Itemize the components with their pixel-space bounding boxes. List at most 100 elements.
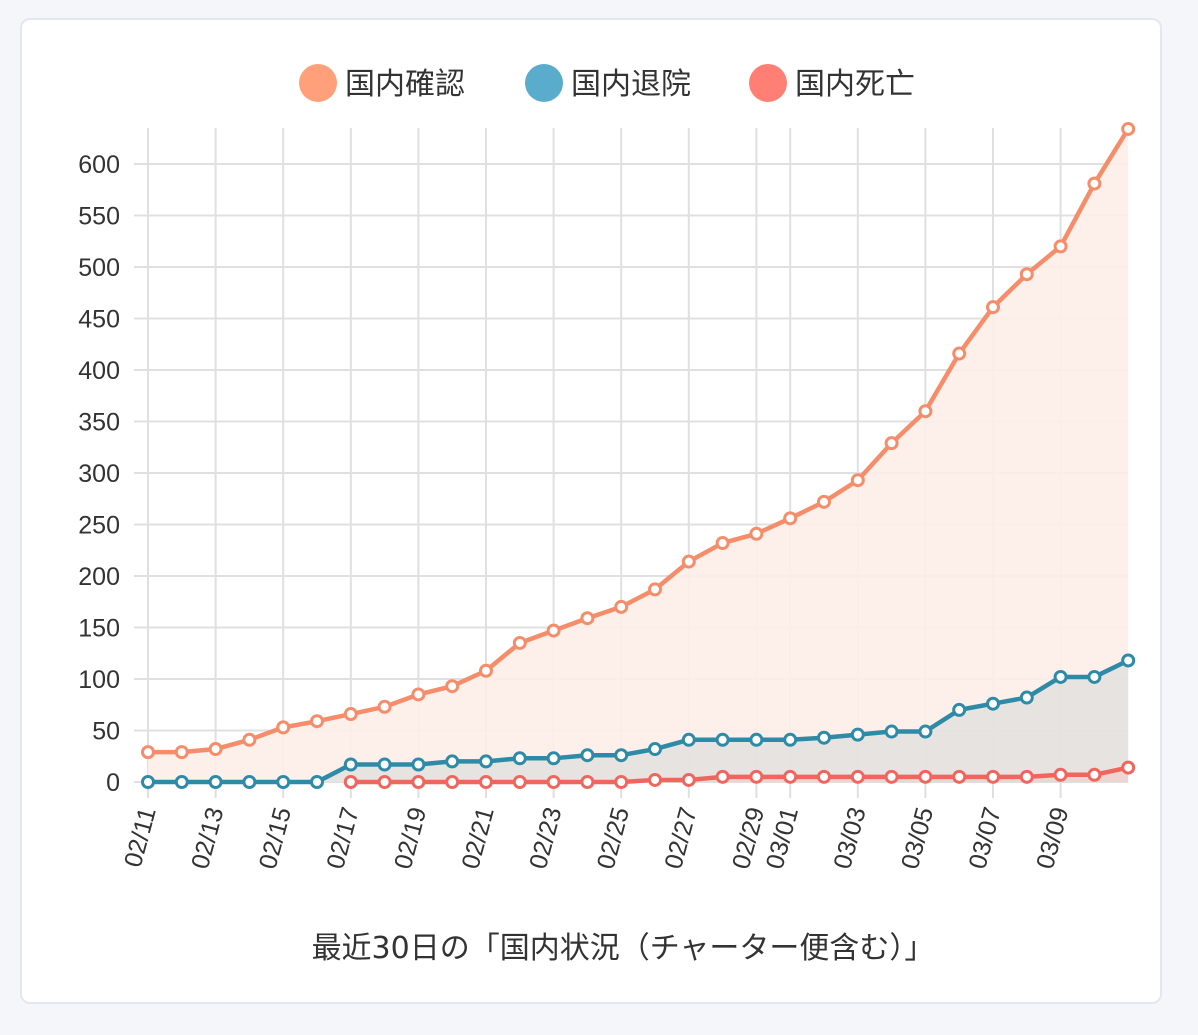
data-point <box>986 769 1000 784</box>
data-point <box>850 473 865 488</box>
y-tick-label: 200 <box>78 563 120 591</box>
data-point <box>546 751 561 766</box>
data-point <box>614 599 629 614</box>
data-point <box>445 679 460 694</box>
x-tick-label: 02/11 <box>119 804 162 870</box>
data-point <box>884 436 899 451</box>
data-point <box>715 732 730 747</box>
data-point <box>479 775 493 789</box>
line-chart: 0 50 100 150 200 250 300 350 400 450 500 550 600 02/1… <box>78 64 1136 966</box>
x-axis-label: 最近30日の「国内状況（チャーター便含む）」 <box>312 931 935 966</box>
data-point <box>343 707 358 722</box>
data-point <box>411 687 426 702</box>
data-point <box>1019 267 1034 282</box>
legend-item[interactable]: 国内死亡 <box>749 64 915 102</box>
legend-label: 国内死亡 <box>795 67 915 102</box>
x-tick-label: 02/27 <box>659 804 702 872</box>
data-point <box>884 769 899 784</box>
series-area <box>148 660 1129 782</box>
data-point <box>817 730 831 745</box>
x-tick-label: 03/03 <box>828 804 871 872</box>
legend-item[interactable]: 国内退院 <box>525 64 691 102</box>
data-point <box>276 720 291 735</box>
y-tick-label: 400 <box>78 357 120 385</box>
data-point <box>749 769 764 784</box>
data-point <box>1053 669 1068 684</box>
data-point <box>783 732 798 747</box>
data-point <box>918 769 933 784</box>
x-tick-label: 02/19 <box>389 804 432 872</box>
data-point <box>986 300 1000 315</box>
y-tick-label: 300 <box>78 460 120 488</box>
data-point <box>850 727 865 742</box>
data-point <box>580 611 595 626</box>
x-tick-label: 02/23 <box>524 804 567 872</box>
data-point <box>614 748 629 763</box>
data-point <box>749 526 764 541</box>
y-tick-label: 600 <box>78 151 120 179</box>
data-point <box>681 554 696 569</box>
data-point <box>918 724 933 739</box>
data-point <box>1019 690 1034 705</box>
y-tick-label: 500 <box>78 254 120 282</box>
y-tick-label: 450 <box>78 306 120 334</box>
data-point <box>1087 176 1102 191</box>
data-point <box>377 699 392 714</box>
x-tick-label: 02/15 <box>254 804 297 872</box>
data-point <box>479 754 493 769</box>
data-point <box>1121 121 1136 136</box>
x-tick-label: 02/21 <box>457 804 500 872</box>
data-point <box>208 775 223 789</box>
y-tick-label: 150 <box>78 615 120 643</box>
data-point <box>445 775 460 789</box>
data-point <box>445 754 460 769</box>
data-point <box>1121 760 1136 775</box>
data-point <box>1053 767 1068 782</box>
data-point <box>952 702 967 717</box>
data-point <box>343 757 358 772</box>
data-point <box>174 775 189 789</box>
data-point <box>1121 653 1136 668</box>
data-point <box>242 732 257 747</box>
data-point <box>1087 767 1102 782</box>
data-point <box>986 696 1000 711</box>
legend-item[interactable]: 国内確認 <box>299 64 465 102</box>
data-point <box>850 769 865 784</box>
data-point <box>174 745 189 760</box>
y-tick-label: 50 <box>92 718 120 746</box>
series-area <box>148 128 1129 783</box>
chart-card: 0 50 100 150 200 250 300 350 400 450 500 550 600 02/1… <box>20 18 1162 1004</box>
data-point <box>512 635 527 650</box>
y-tick-label: 550 <box>78 203 120 231</box>
y-tick-label: 350 <box>78 409 120 437</box>
data-point <box>681 732 696 747</box>
data-point <box>411 775 426 789</box>
y-tick-label: 100 <box>78 666 120 694</box>
data-point <box>276 775 291 789</box>
data-point <box>1019 769 1034 784</box>
data-point <box>411 757 426 772</box>
legend-label: 国内確認 <box>345 67 465 102</box>
data-point <box>817 769 831 784</box>
x-tick-label: 03/07 <box>964 804 1007 872</box>
data-point <box>343 775 358 789</box>
data-point <box>817 494 831 509</box>
data-point <box>614 775 629 789</box>
data-point <box>141 775 155 789</box>
data-point <box>1053 239 1068 254</box>
legend-label: 国内退院 <box>571 67 691 102</box>
data-point <box>141 745 155 760</box>
x-tick-label: 03/09 <box>1031 804 1074 872</box>
y-tick-label: 250 <box>78 512 120 540</box>
data-point <box>918 404 933 419</box>
legend-swatch <box>749 64 787 102</box>
data-point <box>648 582 662 597</box>
data-point <box>546 775 561 789</box>
data-point <box>783 511 798 526</box>
data-point <box>952 769 967 784</box>
legend-swatch <box>299 64 337 102</box>
x-tick-label: 02/13 <box>186 804 229 872</box>
x-tick-label: 02/17 <box>321 804 364 872</box>
data-point <box>648 772 662 787</box>
data-point <box>1087 669 1102 684</box>
